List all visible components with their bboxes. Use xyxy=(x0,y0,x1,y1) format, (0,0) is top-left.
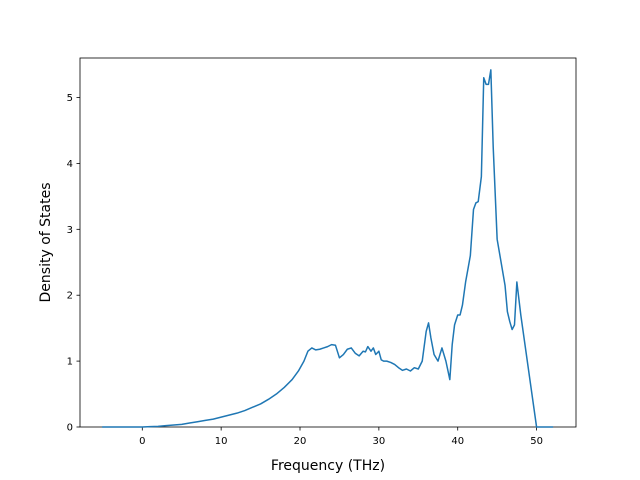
plot-area xyxy=(79,57,577,428)
x-tick-label: 0 xyxy=(139,436,145,447)
y-tick-label: 2 xyxy=(67,291,73,302)
x-tick-label: 40 xyxy=(451,436,464,447)
y-tick-label: 3 xyxy=(67,225,73,236)
y-tick-label: 5 xyxy=(67,93,73,104)
series-layer xyxy=(102,69,554,428)
x-axis: 0 10 20 30 40 50 xyxy=(139,427,543,447)
y-axis-label: Density of States xyxy=(38,183,54,303)
series-line xyxy=(102,69,554,428)
y-tick-label: 4 xyxy=(67,159,73,170)
x-tick-label: 30 xyxy=(372,436,385,447)
x-axis-label: Frequency (THz) xyxy=(271,458,385,474)
x-tick-label: 50 xyxy=(530,436,543,447)
x-tick-label: 10 xyxy=(215,436,228,447)
x-tick-label: 20 xyxy=(294,436,307,447)
y-tick-label: 1 xyxy=(67,357,73,368)
y-tick-label: 0 xyxy=(67,423,73,434)
y-axis: 0 1 2 3 4 5 xyxy=(67,93,80,434)
